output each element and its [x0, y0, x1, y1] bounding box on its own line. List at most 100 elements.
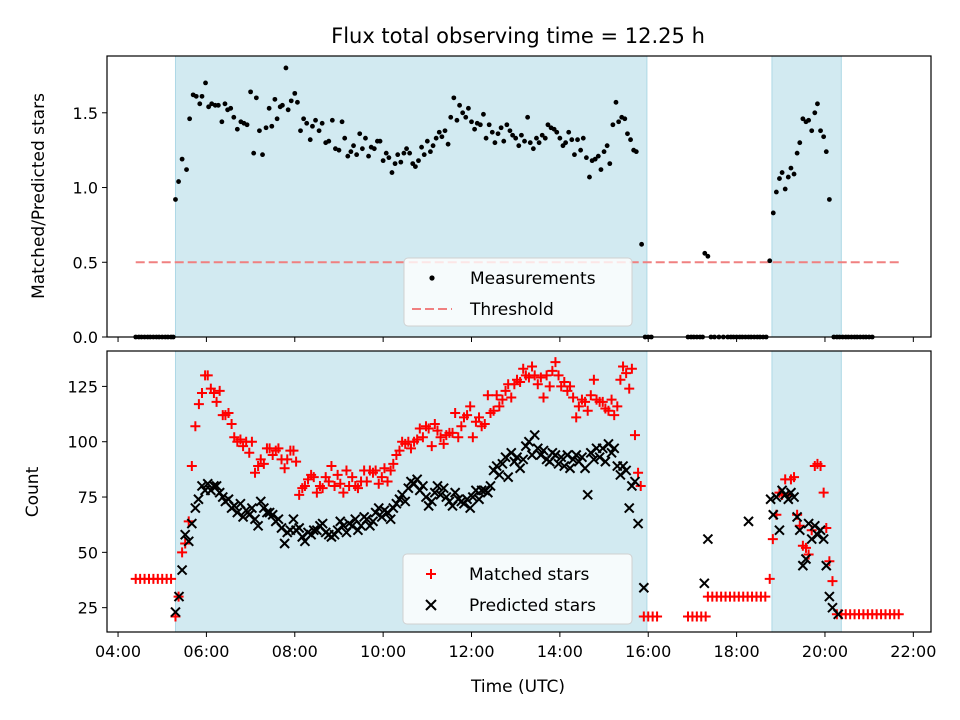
- matched-star-point: [388, 458, 399, 469]
- measurement-point: [563, 140, 569, 146]
- matched-star-point: [553, 370, 564, 381]
- measurement-point: [439, 134, 445, 140]
- matched-star-point: [603, 405, 614, 416]
- measurement-point: [359, 146, 365, 152]
- matched-star-point: [827, 576, 838, 587]
- x-tick-label: 16:00: [625, 642, 671, 661]
- measurement-point: [319, 120, 325, 126]
- legend-label: Threshold: [469, 300, 554, 320]
- measurement-point: [501, 138, 507, 144]
- predicted-star-point: [426, 496, 437, 507]
- measurement-point: [184, 167, 189, 172]
- predicted-star-point: [632, 518, 644, 529]
- matched-star-point: [606, 394, 617, 405]
- measurement-point: [823, 149, 829, 155]
- top-axes-frame: [106, 55, 932, 338]
- measurement-point: [386, 155, 392, 161]
- predicted-star-point: [252, 520, 264, 532]
- predicted-star-point: [317, 518, 328, 529]
- matched-star-point: [532, 379, 543, 390]
- matched-star-point: [208, 388, 219, 399]
- predicted-star-point: [803, 518, 814, 529]
- measurement-point: [257, 128, 262, 134]
- measurement-point: [770, 210, 776, 216]
- measurement-point: [395, 152, 401, 158]
- measurement-point: [329, 117, 335, 123]
- measurement-point: [366, 153, 371, 159]
- measurement-point: [363, 135, 368, 141]
- matched-star-point: [250, 467, 261, 478]
- measurement-point: [777, 176, 782, 181]
- series-measurements: [133, 65, 875, 340]
- measurement-point: [231, 114, 237, 120]
- matched-star-point: [235, 434, 246, 445]
- matched-star-point: [202, 370, 213, 381]
- matched-star-point: [214, 385, 225, 396]
- measurement-point: [419, 144, 424, 150]
- x-axis-label: Time (UTC): [470, 677, 565, 697]
- matched-star-point: [405, 443, 416, 454]
- predicted-star-point: [429, 487, 441, 498]
- predicted-star-point: [179, 529, 191, 540]
- measurement-point: [197, 101, 203, 107]
- matched-star-point: [803, 549, 814, 560]
- matched-star-point: [166, 573, 177, 584]
- measurement-point: [283, 65, 289, 71]
- measurement-point: [773, 189, 779, 195]
- predicted-star-point: [620, 465, 632, 476]
- measurement-point: [404, 146, 409, 152]
- predicted-star-point: [494, 469, 505, 481]
- matched-star-point: [394, 445, 405, 456]
- measurement-point: [430, 143, 436, 149]
- matched-star-point: [190, 421, 201, 432]
- matched-star-point: [253, 461, 264, 472]
- matched-star-point: [629, 430, 640, 441]
- predicted-star-point: [529, 429, 540, 441]
- measurement-point: [483, 135, 489, 141]
- measurement-point: [424, 138, 430, 144]
- measurement-point: [489, 129, 495, 135]
- measurement-point: [260, 152, 265, 158]
- x-tick-label: 18:00: [714, 642, 760, 661]
- measurement-point: [215, 102, 221, 108]
- matched-star-point: [338, 487, 349, 498]
- matched-star-point: [482, 390, 493, 401]
- measurement-point: [592, 156, 598, 162]
- measurement-point: [595, 153, 601, 159]
- predicted-star-point: [400, 496, 411, 507]
- measurement-point: [451, 95, 457, 101]
- matched-star-point: [186, 461, 197, 472]
- measurement-point: [336, 147, 342, 153]
- measurement-point: [401, 150, 407, 156]
- matched-star-point: [438, 438, 449, 449]
- matched-star-point: [568, 392, 579, 403]
- predicted-star-point: [743, 516, 754, 527]
- matched-star-point: [626, 363, 637, 374]
- measurement-point: [628, 137, 633, 143]
- measurement-point: [598, 167, 604, 172]
- predicted-star-point: [367, 516, 379, 527]
- top-y-axis-label: Matched/Predicted stars: [29, 93, 49, 299]
- measurement-point: [288, 98, 294, 104]
- matched-star-point: [453, 432, 464, 443]
- measurement-point: [298, 128, 303, 134]
- legend-label: Measurements: [470, 269, 596, 289]
- matched-star-point: [370, 465, 381, 476]
- measurement-point: [253, 95, 259, 101]
- legend-box: [403, 257, 633, 327]
- measurement-point: [530, 146, 536, 152]
- matched-star-point: [609, 410, 620, 421]
- predicted-star-point: [576, 451, 588, 463]
- measurement-point: [785, 174, 791, 180]
- measurement-point: [791, 171, 797, 177]
- measurement-point: [428, 149, 433, 155]
- measurement-point: [542, 135, 548, 141]
- matched-star-point: [264, 443, 275, 454]
- matched-star-point: [432, 425, 443, 436]
- matched-star-point: [282, 454, 293, 465]
- matched-star-point: [373, 478, 384, 489]
- matched-star-point: [329, 480, 340, 491]
- matched-star-point: [764, 573, 775, 584]
- matched-star-point: [435, 432, 446, 443]
- matched-star-point: [456, 421, 467, 432]
